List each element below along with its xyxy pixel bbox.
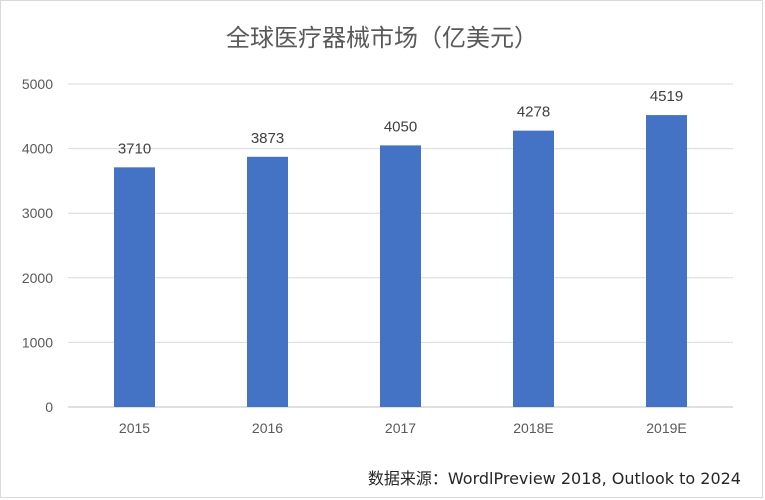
x-tick-label: 2015 xyxy=(119,420,150,436)
x-tick-label: 2018E xyxy=(513,420,553,436)
x-axis-ticks: 2015 2016 2017 2018E 2019E xyxy=(119,420,687,436)
data-label: 4050 xyxy=(384,118,417,135)
bars xyxy=(114,115,687,407)
y-tick-label: 2000 xyxy=(22,270,53,286)
y-tick-label: 1000 xyxy=(22,334,53,350)
y-tick-label: 4000 xyxy=(22,141,53,157)
x-tick-label: 2016 xyxy=(252,420,283,436)
bar xyxy=(380,145,421,407)
bar xyxy=(114,167,155,407)
data-label: 3873 xyxy=(251,130,284,147)
bar xyxy=(247,156,288,407)
source-note: 数据来源：WordlPreview 2018, Outlook to 2024 xyxy=(367,469,741,488)
x-tick-label: 2019E xyxy=(646,420,686,436)
gridlines xyxy=(68,83,733,408)
data-labels: 3710 3873 4050 4278 4519 xyxy=(118,88,683,157)
y-tick-label: 3000 xyxy=(22,205,53,221)
y-axis-ticks: 0 1000 2000 3000 4000 5000 xyxy=(22,76,53,415)
data-label: 4519 xyxy=(650,88,683,105)
y-tick-label: 5000 xyxy=(22,76,53,92)
data-label: 4278 xyxy=(517,104,550,121)
data-label: 3710 xyxy=(118,140,151,157)
bar xyxy=(646,115,687,407)
y-tick-label: 0 xyxy=(45,399,53,415)
bar xyxy=(513,130,554,407)
x-tick-label: 2017 xyxy=(385,420,416,436)
chart-title: 全球医疗器械市场（亿美元） xyxy=(226,24,538,52)
